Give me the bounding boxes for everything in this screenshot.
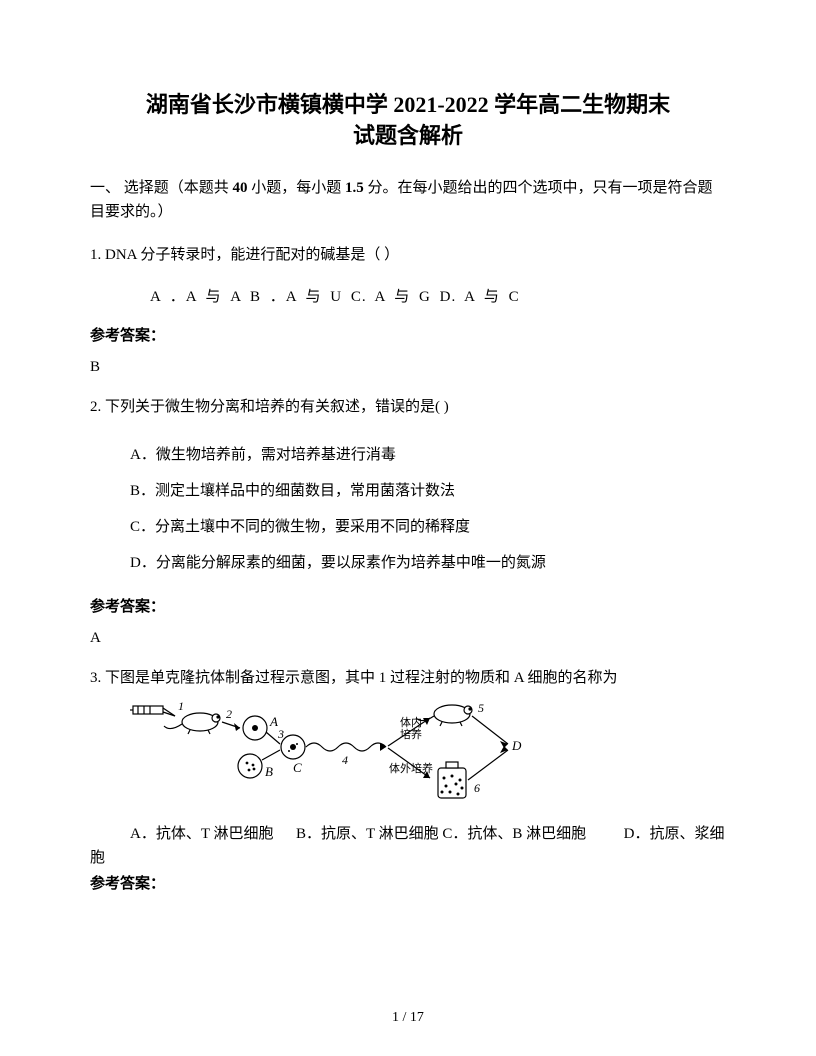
diagram-label-4: 4	[342, 753, 348, 767]
q2-answer: A	[90, 630, 726, 647]
q1-options: A ．A 与 A B ．A 与 U C. A 与 G D. A 与 C	[90, 285, 726, 306]
q3-options: A．抗体、T 淋巴细胞 B．抗原、T 淋巴细胞 C．抗体、B 淋巴细胞 D．抗原…	[90, 822, 726, 870]
q2-option-c: C．分离土壤中不同的微生物，要采用不同的稀释度	[130, 509, 726, 545]
q2-option-b: B．测定土壤样品中的细菌数目，常用菌落计数法	[130, 473, 726, 509]
title-line-2: 试题含解析	[353, 123, 463, 148]
q2-answer-label: 参考答案：	[90, 595, 726, 616]
q2-option-d: D．分离能分解尿素的细菌，要以尿素作为培养基中唯一的氮源	[130, 545, 726, 581]
document-title: 湖南省长沙市横镇横中学 2021-2022 学年高二生物期末 试题含解析	[90, 90, 726, 152]
q3-diagram: 1 2 A	[130, 698, 560, 808]
diagram-label-2: 2	[226, 707, 232, 721]
q1-text: 1. DNA 分子转录时，能进行配对的碱基是（ ）	[90, 242, 726, 269]
q3-answer-label: 参考答案：	[90, 872, 726, 893]
diagram-label-C: C	[293, 760, 302, 775]
diagram-label-1: 1	[178, 699, 184, 713]
diagram-label-D: D	[511, 738, 522, 753]
page: 湖南省长沙市横镇横中学 2021-2022 学年高二生物期末 试题含解析 一、 …	[0, 0, 816, 1056]
diagram-text-in-1: 体内	[400, 715, 422, 729]
diagram-label-A: A	[269, 714, 278, 729]
diagram-label-5: 5	[478, 701, 484, 715]
q1-answer: B	[90, 359, 726, 376]
q2-options: A．微生物培养前，需对培养基进行消毒 B．测定土壤样品中的细菌数目，常用菌落计数…	[90, 437, 726, 581]
diagram-text-out: 体外培养	[389, 761, 433, 775]
title-line-1: 湖南省长沙市横镇横中学 2021-2022 学年高二生物期末	[146, 92, 670, 117]
q2-text: 2. 下列关于微生物分离和培养的有关叙述，错误的是( )	[90, 394, 726, 421]
section-header: 一、 选择题（本题共 40 小题，每小题 1.5 分。在每小题给出的四个选项中，…	[90, 176, 726, 224]
diagram-text-in-2: 培养	[400, 727, 422, 741]
diagram-label-B: B	[265, 764, 273, 779]
section-header-d: 1.5	[345, 180, 364, 196]
section-header-a: 一、 选择题（本题共	[90, 180, 233, 196]
diagram-label-3: 3	[277, 727, 284, 741]
section-header-b: 40	[233, 180, 248, 196]
page-number: 1 / 17	[0, 1010, 816, 1026]
q3-option-c: C．抗体、B 淋巴细胞	[442, 826, 586, 842]
q3-text: 3. 下图是单克隆抗体制备过程示意图，其中 1 过程注射的物质和 A 细胞的名称…	[90, 665, 726, 692]
q3-option-a: A．抗体、T 淋巴细胞	[130, 826, 273, 842]
diagram-label-6: 6	[474, 781, 480, 795]
q3-option-b: B．抗原、T 淋巴细胞	[296, 826, 439, 842]
section-header-c: 小题，每小题	[248, 180, 346, 196]
q1-answer-label: 参考答案：	[90, 324, 726, 345]
q2-option-a: A．微生物培养前，需对培养基进行消毒	[130, 437, 726, 473]
